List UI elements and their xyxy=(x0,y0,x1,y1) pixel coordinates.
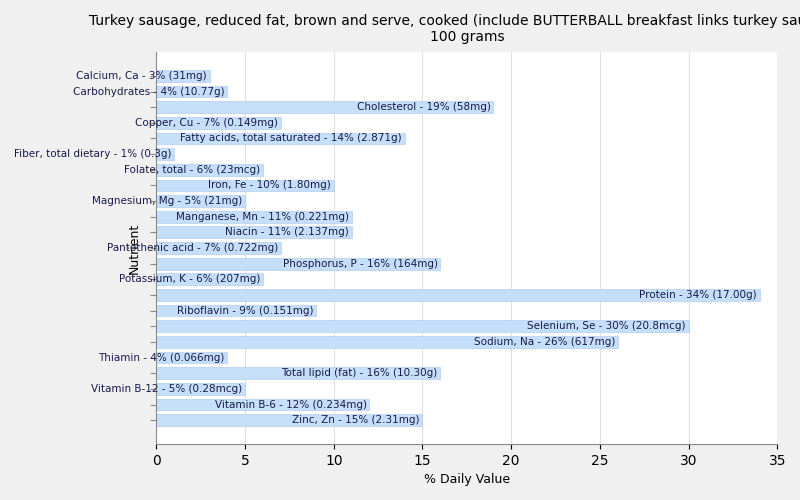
Bar xyxy=(156,383,245,394)
Bar xyxy=(156,258,440,270)
Text: Iron, Fe - 10% (1.80mg): Iron, Fe - 10% (1.80mg) xyxy=(208,180,331,190)
Bar xyxy=(156,180,334,192)
Text: Folate, total - 6% (23mcg): Folate, total - 6% (23mcg) xyxy=(124,165,260,175)
Text: Phosphorus, P - 16% (164mg): Phosphorus, P - 16% (164mg) xyxy=(282,258,438,268)
Bar xyxy=(156,398,370,410)
Bar xyxy=(156,304,316,316)
Bar xyxy=(156,164,262,175)
Text: Protein - 34% (17.00g): Protein - 34% (17.00g) xyxy=(639,290,757,300)
Text: Pantothenic acid - 7% (0.722mg): Pantothenic acid - 7% (0.722mg) xyxy=(106,243,278,253)
Text: Total lipid (fat) - 16% (10.30g): Total lipid (fat) - 16% (10.30g) xyxy=(282,368,438,378)
Text: Vitamin B-12 - 5% (0.28mcg): Vitamin B-12 - 5% (0.28mcg) xyxy=(91,384,242,394)
Bar xyxy=(156,414,422,426)
Bar xyxy=(156,226,351,238)
Bar xyxy=(156,132,405,144)
Text: Sodium, Na - 26% (617mg): Sodium, Na - 26% (617mg) xyxy=(474,337,615,347)
Text: Zinc, Zn - 15% (2.31mg): Zinc, Zn - 15% (2.31mg) xyxy=(292,415,420,425)
Bar xyxy=(156,368,440,379)
Bar xyxy=(156,320,689,332)
Text: Copper, Cu - 7% (0.149mg): Copper, Cu - 7% (0.149mg) xyxy=(135,118,278,128)
Text: Carbohydrates - 4% (10.77g): Carbohydrates - 4% (10.77g) xyxy=(73,86,225,97)
Bar xyxy=(156,195,245,207)
Text: Selenium, Se - 30% (20.8mcg): Selenium, Se - 30% (20.8mcg) xyxy=(527,322,686,332)
Bar xyxy=(156,289,760,301)
Text: Thiamin - 4% (0.066mg): Thiamin - 4% (0.066mg) xyxy=(98,352,225,362)
Text: Cholesterol - 19% (58mg): Cholesterol - 19% (58mg) xyxy=(357,102,491,112)
Bar xyxy=(156,242,281,254)
Bar xyxy=(156,102,494,113)
Bar xyxy=(156,86,227,98)
Bar xyxy=(156,70,210,82)
Text: Magnesium, Mg - 5% (21mg): Magnesium, Mg - 5% (21mg) xyxy=(92,196,242,206)
Text: Calcium, Ca - 3% (31mg): Calcium, Ca - 3% (31mg) xyxy=(76,71,207,81)
Text: Potassium, K - 6% (207mg): Potassium, K - 6% (207mg) xyxy=(118,274,260,284)
Y-axis label: Nutrient: Nutrient xyxy=(127,222,140,274)
Bar xyxy=(156,211,351,222)
X-axis label: % Daily Value: % Daily Value xyxy=(424,473,510,486)
Text: Manganese, Mn - 11% (0.221mg): Manganese, Mn - 11% (0.221mg) xyxy=(176,212,349,222)
Text: Niacin - 11% (2.137mg): Niacin - 11% (2.137mg) xyxy=(225,228,349,237)
Bar xyxy=(156,336,618,348)
Title: Turkey sausage, reduced fat, brown and serve, cooked (include BUTTERBALL breakfa: Turkey sausage, reduced fat, brown and s… xyxy=(89,14,800,44)
Bar xyxy=(156,274,262,285)
Bar xyxy=(156,148,174,160)
Text: Fatty acids, total saturated - 14% (2.871g): Fatty acids, total saturated - 14% (2.87… xyxy=(181,134,402,143)
Bar xyxy=(156,117,281,128)
Text: Fiber, total dietary - 1% (0.3g): Fiber, total dietary - 1% (0.3g) xyxy=(14,149,171,159)
Bar xyxy=(156,352,227,364)
Text: Vitamin B-6 - 12% (0.234mg): Vitamin B-6 - 12% (0.234mg) xyxy=(214,400,366,409)
Text: Riboflavin - 9% (0.151mg): Riboflavin - 9% (0.151mg) xyxy=(177,306,314,316)
